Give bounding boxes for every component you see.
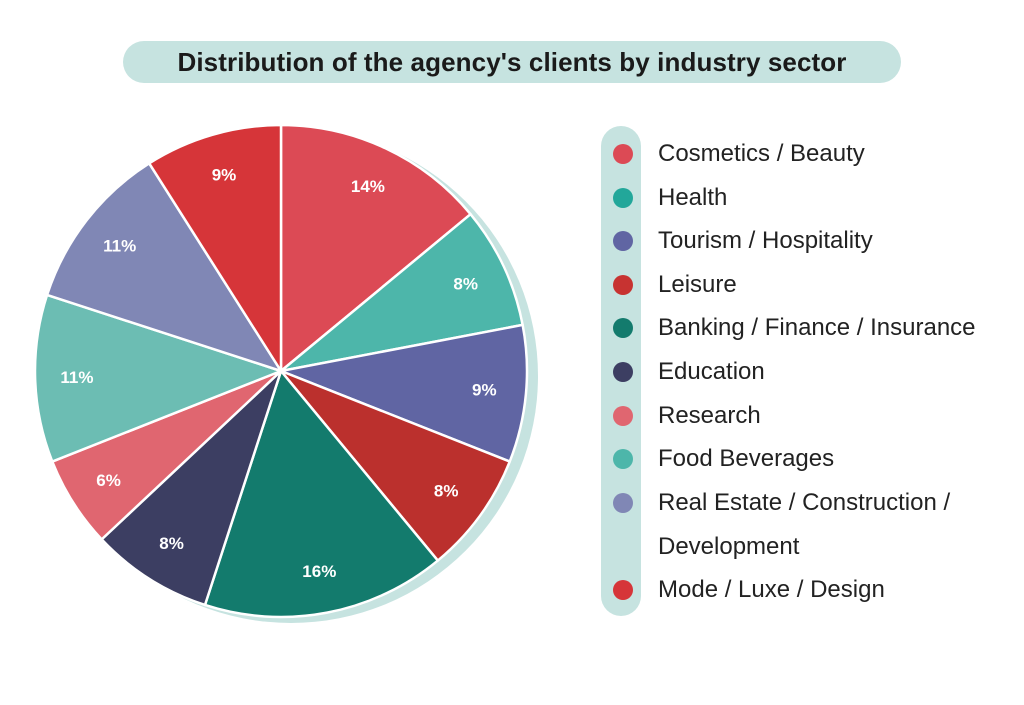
- legend-label: Banking / Finance / Insurance: [658, 314, 976, 342]
- pie-slice-tourism-hospitality: [279, 323, 529, 463]
- legend-swatch: [613, 274, 633, 295]
- legend-swatch: [613, 362, 633, 382]
- legend-label: Cosmetics / Beauty: [658, 140, 865, 167]
- chart-title: Distribution of the agency's clients by …: [123, 41, 901, 83]
- slice-label-health: 8%: [453, 275, 478, 294]
- legend-label: Education: [658, 358, 765, 385]
- legend-swatch: [613, 187, 633, 208]
- legend-swatch: [613, 449, 633, 470]
- slice-label-research: 6%: [96, 471, 121, 490]
- legend-item-cosmetics-beauty: Cosmetics / Beauty: [601, 133, 1021, 177]
- legend-label: Leisure: [658, 270, 737, 298]
- legend-item-food-beverages: Food Beverages: [601, 438, 1021, 482]
- legend-swatch: [613, 144, 633, 164]
- slice-label-leisure: 8%: [434, 482, 459, 501]
- legend-item-banking-finance-insurance: Banking / Finance / Insurance: [601, 307, 1021, 351]
- pie-slice-real-estate-construction-development: [45, 162, 283, 373]
- legend-swatch: [613, 492, 633, 513]
- legend-swatch: [613, 405, 633, 426]
- pie-slice-leisure: [279, 369, 511, 562]
- slice-label-mode-luxe-design: 9%: [212, 165, 237, 184]
- slice-label-food-beverages: 11%: [60, 368, 93, 387]
- legend-item-real-estate-construction-development: Real Estate / Construction / Development: [601, 482, 1021, 560]
- pie-slice-health: [279, 212, 524, 373]
- slice-label-real-estate-construction-development: 11%: [103, 236, 136, 255]
- pie-slice-food-beverages: [33, 293, 283, 463]
- slice-label-tourism-hospitality: 9%: [472, 381, 497, 400]
- legend-label: Health: [658, 183, 728, 211]
- pie-slice-education: [100, 369, 283, 607]
- legend-item-education: Education: [601, 351, 1021, 395]
- slice-label-education: 8%: [159, 534, 184, 553]
- legend-label: Food Beverages: [658, 445, 835, 473]
- legend-label: Research: [658, 401, 761, 429]
- slice-label-banking-finance-insurance: 16%: [302, 562, 336, 581]
- pie-slice-mode-luxe-design: [147, 123, 283, 373]
- legend-label: Mode / Luxe / Design: [658, 576, 885, 603]
- legend-item-health: Health: [601, 177, 1021, 221]
- legend-item-tourism-hospitality: Tourism / Hospitality: [601, 220, 1021, 264]
- pie-slice-banking-finance-insurance: [203, 369, 440, 619]
- pie-slice-cosmetics-beauty: [279, 123, 472, 373]
- legend-swatch: [613, 318, 633, 339]
- legend-label: Development: [658, 532, 800, 560]
- pie-labels: 14% 8% 9% 8% 16% 8% 6% 11% 11% 9%: [60, 165, 496, 581]
- legend-swatch: [613, 231, 633, 252]
- legend-label: Real Estate / Construction /: [658, 488, 951, 516]
- legend-label: Tourism / Hospitality: [658, 227, 873, 255]
- legend-item-mode-luxe-design: Mode / Luxe / Design: [601, 569, 1021, 613]
- legend-swatch: [613, 580, 633, 600]
- pie-slices: [33, 123, 529, 619]
- legend-item-research: Research: [601, 395, 1021, 439]
- legend-item-leisure: Leisure: [601, 264, 1021, 308]
- slice-label-cosmetics-beauty: 14%: [351, 177, 385, 196]
